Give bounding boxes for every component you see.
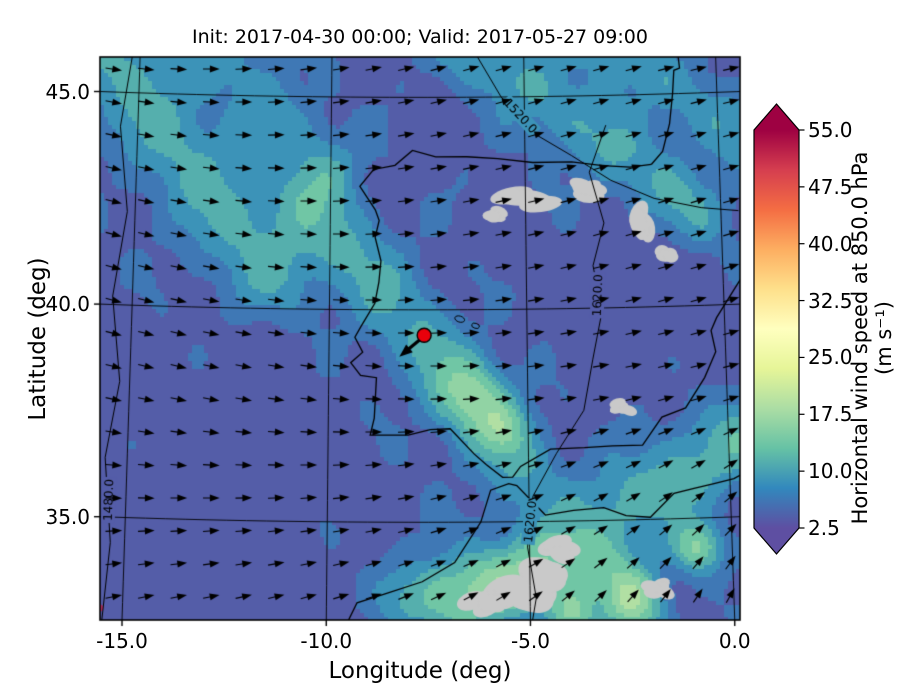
x-axis-label: Longitude (deg) [328,658,512,684]
colorbar-tick-label: 40.0 [808,231,853,256]
y-tick-label: 45.0 [45,79,90,104]
colorbar-tick-label: 32.5 [808,288,853,313]
x-tick-label: -5.0 [510,629,550,653]
colorbar-gradient-bar [753,103,800,555]
y-tick-label: 40.0 [45,292,90,317]
colorbar-tick-label: 2.5 [808,516,840,540]
plot-title: Init: 2017-04-30 00:00; Valid: 2017-05-2… [192,26,648,48]
x-tick-label: -15.0 [96,629,148,653]
colorbar-tick-label: 17.5 [808,402,853,427]
x-tick-label: -10.0 [300,629,353,653]
colorbar-tick-label: 10.0 [808,459,853,484]
colorbar-tick-label: 47.5 [808,174,853,199]
colorbar-tick-label: 25.0 [808,345,853,370]
colorbar-tick-label: 55.0 [808,118,853,142]
y-tick-label: 35.0 [45,504,90,529]
x-tick-label: 0.0 [718,629,751,653]
